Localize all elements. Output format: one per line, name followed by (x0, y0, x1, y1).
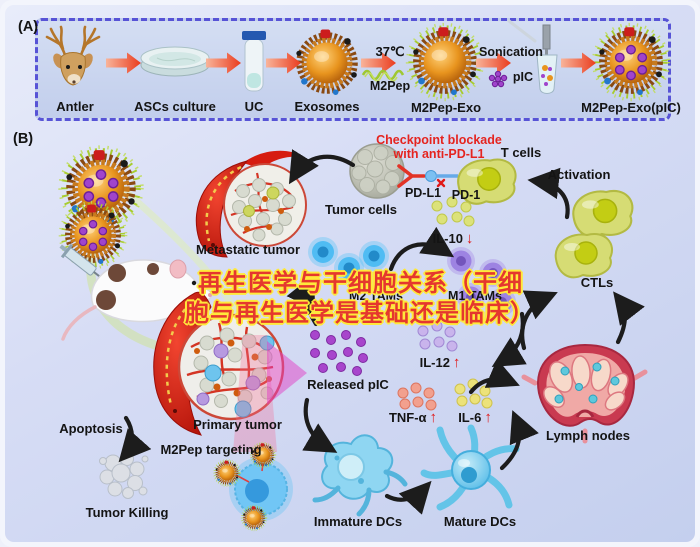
mature-dc-icon (420, 424, 520, 511)
arrow-tumor-to-m2tams (286, 274, 319, 327)
metastatic-tumor-icon (195, 150, 307, 258)
play-triangle-watermark (267, 341, 307, 405)
panel-b-label: (B) (13, 131, 34, 147)
antler-icon (45, 25, 101, 86)
m2-tams-label: M2 TAMs (349, 289, 403, 303)
process-arrow-2 (206, 52, 241, 74)
watermark-line1: 再生医学与干细胞关系（干细 (198, 270, 523, 297)
primary-tumor-icon (153, 291, 285, 436)
apoptotic-cell-icon (99, 452, 149, 499)
il6-up-arrow: ↑ (484, 409, 492, 426)
lymph-nodes-label: Lymph nodes (545, 428, 631, 443)
checkpoint-blockade-line1: Checkpoint blockade (376, 133, 502, 147)
sonication-label: Sonication (479, 45, 543, 59)
arrow-activation (527, 167, 570, 220)
il6-name: IL-6 (458, 410, 482, 425)
process-arrow-6 (561, 52, 596, 74)
ctl-cell-2 (554, 232, 614, 279)
pic-dots-icon (488, 70, 508, 88)
tnfa-up-arrow: ↑ (429, 409, 438, 426)
tumor-cells-label: Tumor cells (324, 202, 397, 217)
uc-tube-icon (242, 31, 266, 92)
metastatic-tumor-label: Metastatic tumor (195, 242, 301, 257)
primary-tumor-label: Primary tumor (193, 417, 282, 432)
released-pic-label: Released pIC (307, 377, 389, 392)
il10-dots (431, 196, 475, 227)
flow-arrows (118, 149, 645, 515)
il10-name: IL-10 (432, 231, 463, 246)
arrow-maturedc-to-lymph (499, 410, 539, 471)
il10-down-arrow: ↓ (465, 230, 474, 247)
arrow-tumorcells-to-metastatic (288, 149, 356, 185)
step-label-uc: UC (244, 99, 264, 114)
process-arrow-1 (106, 52, 141, 74)
step-label-m2pep-exo-pic: M2Pep-Exo(pIC) (581, 100, 681, 115)
arrow-immature-to-mature (384, 480, 432, 515)
m2pep-exo-icon (407, 24, 482, 99)
il12-label: IL-12 ↑ (409, 354, 471, 371)
panel-a-label: (A) (18, 19, 39, 35)
ctl-cell-1 (572, 189, 634, 238)
figure-background: (A) (B) Antler ASCs culture UC Exosomes … (5, 5, 695, 542)
m2pep-targeting-label: M2Pep targeting (160, 442, 262, 457)
il6-label: IL-6 ↑ (448, 409, 502, 426)
pd-1-label: PD-1 (451, 188, 481, 202)
sonication-tube-icon (507, 19, 558, 94)
tumor-cell-icon (349, 143, 405, 199)
il12-up-arrow: ↑ (452, 354, 461, 371)
lymph-node-icon (521, 343, 648, 444)
anti-pd-l1-antibody-icon (397, 164, 458, 188)
tnfa-label: TNF-α ↑ (379, 409, 447, 426)
arrow-m2-to-m1 (388, 226, 455, 272)
immature-dc-icon (312, 434, 408, 517)
pink-beam (233, 335, 277, 452)
arrow-lymph-to-ctls-2 (613, 291, 645, 345)
figure-artwork (45, 19, 695, 532)
petri-dish-icon (140, 46, 210, 77)
m1-tams-label: M1 TAMs (448, 289, 502, 303)
m2pep-label: M2Pep (369, 79, 411, 93)
tumor-killing-label: Tumor Killing (85, 505, 169, 520)
m2pep-exo-pic-icon (593, 24, 668, 99)
apoptosis-label: Apoptosis (59, 421, 123, 436)
process-arrow-3 (266, 52, 301, 74)
t-cells-label: T cells (500, 145, 542, 160)
step-label-ascs-culture: ASCs culture (134, 99, 216, 114)
ctls-label: CTLs (580, 275, 614, 290)
tnfa-name: TNF-α (388, 410, 427, 425)
checkpoint-blockade-line2: with anti-PD-L1 (393, 147, 485, 161)
mature-dcs-label: Mature DCs (443, 514, 517, 529)
immature-dcs-label: Immature DCs (313, 514, 403, 529)
injected-exosome-1 (60, 147, 142, 229)
watermark-line2: 胞与再生医学是基础还是临床） (185, 300, 535, 327)
il6-dots (454, 378, 493, 409)
step-label-m2pep-exo: M2Pep-Exo (410, 100, 482, 115)
m2pep-peptide-icon (361, 69, 405, 82)
activation-label: Activation (547, 167, 611, 182)
arrow-apoptosis (118, 415, 152, 463)
arrow-into-lymph (468, 358, 520, 395)
il12-name: IL-12 (419, 355, 450, 370)
il12-dots (417, 320, 458, 352)
m2pep-targeting-icon (212, 441, 293, 532)
il10-label: IL-10 ↓ (417, 230, 489, 247)
arrow-lymph-to-ctls-1 (520, 290, 558, 351)
released-pic-dots (310, 330, 368, 376)
pd-l1-label: PD-L1 (404, 186, 442, 200)
step-label-antler: Antler (56, 99, 94, 114)
arrow-pic-to-immaturedc (302, 397, 338, 453)
pic-label: pIC (512, 70, 534, 84)
tnfa-dots (397, 382, 437, 411)
step-label-exosomes: Exosomes (294, 99, 360, 114)
exosome-icon (296, 30, 356, 95)
temperature-label: 37℃ (375, 44, 405, 59)
